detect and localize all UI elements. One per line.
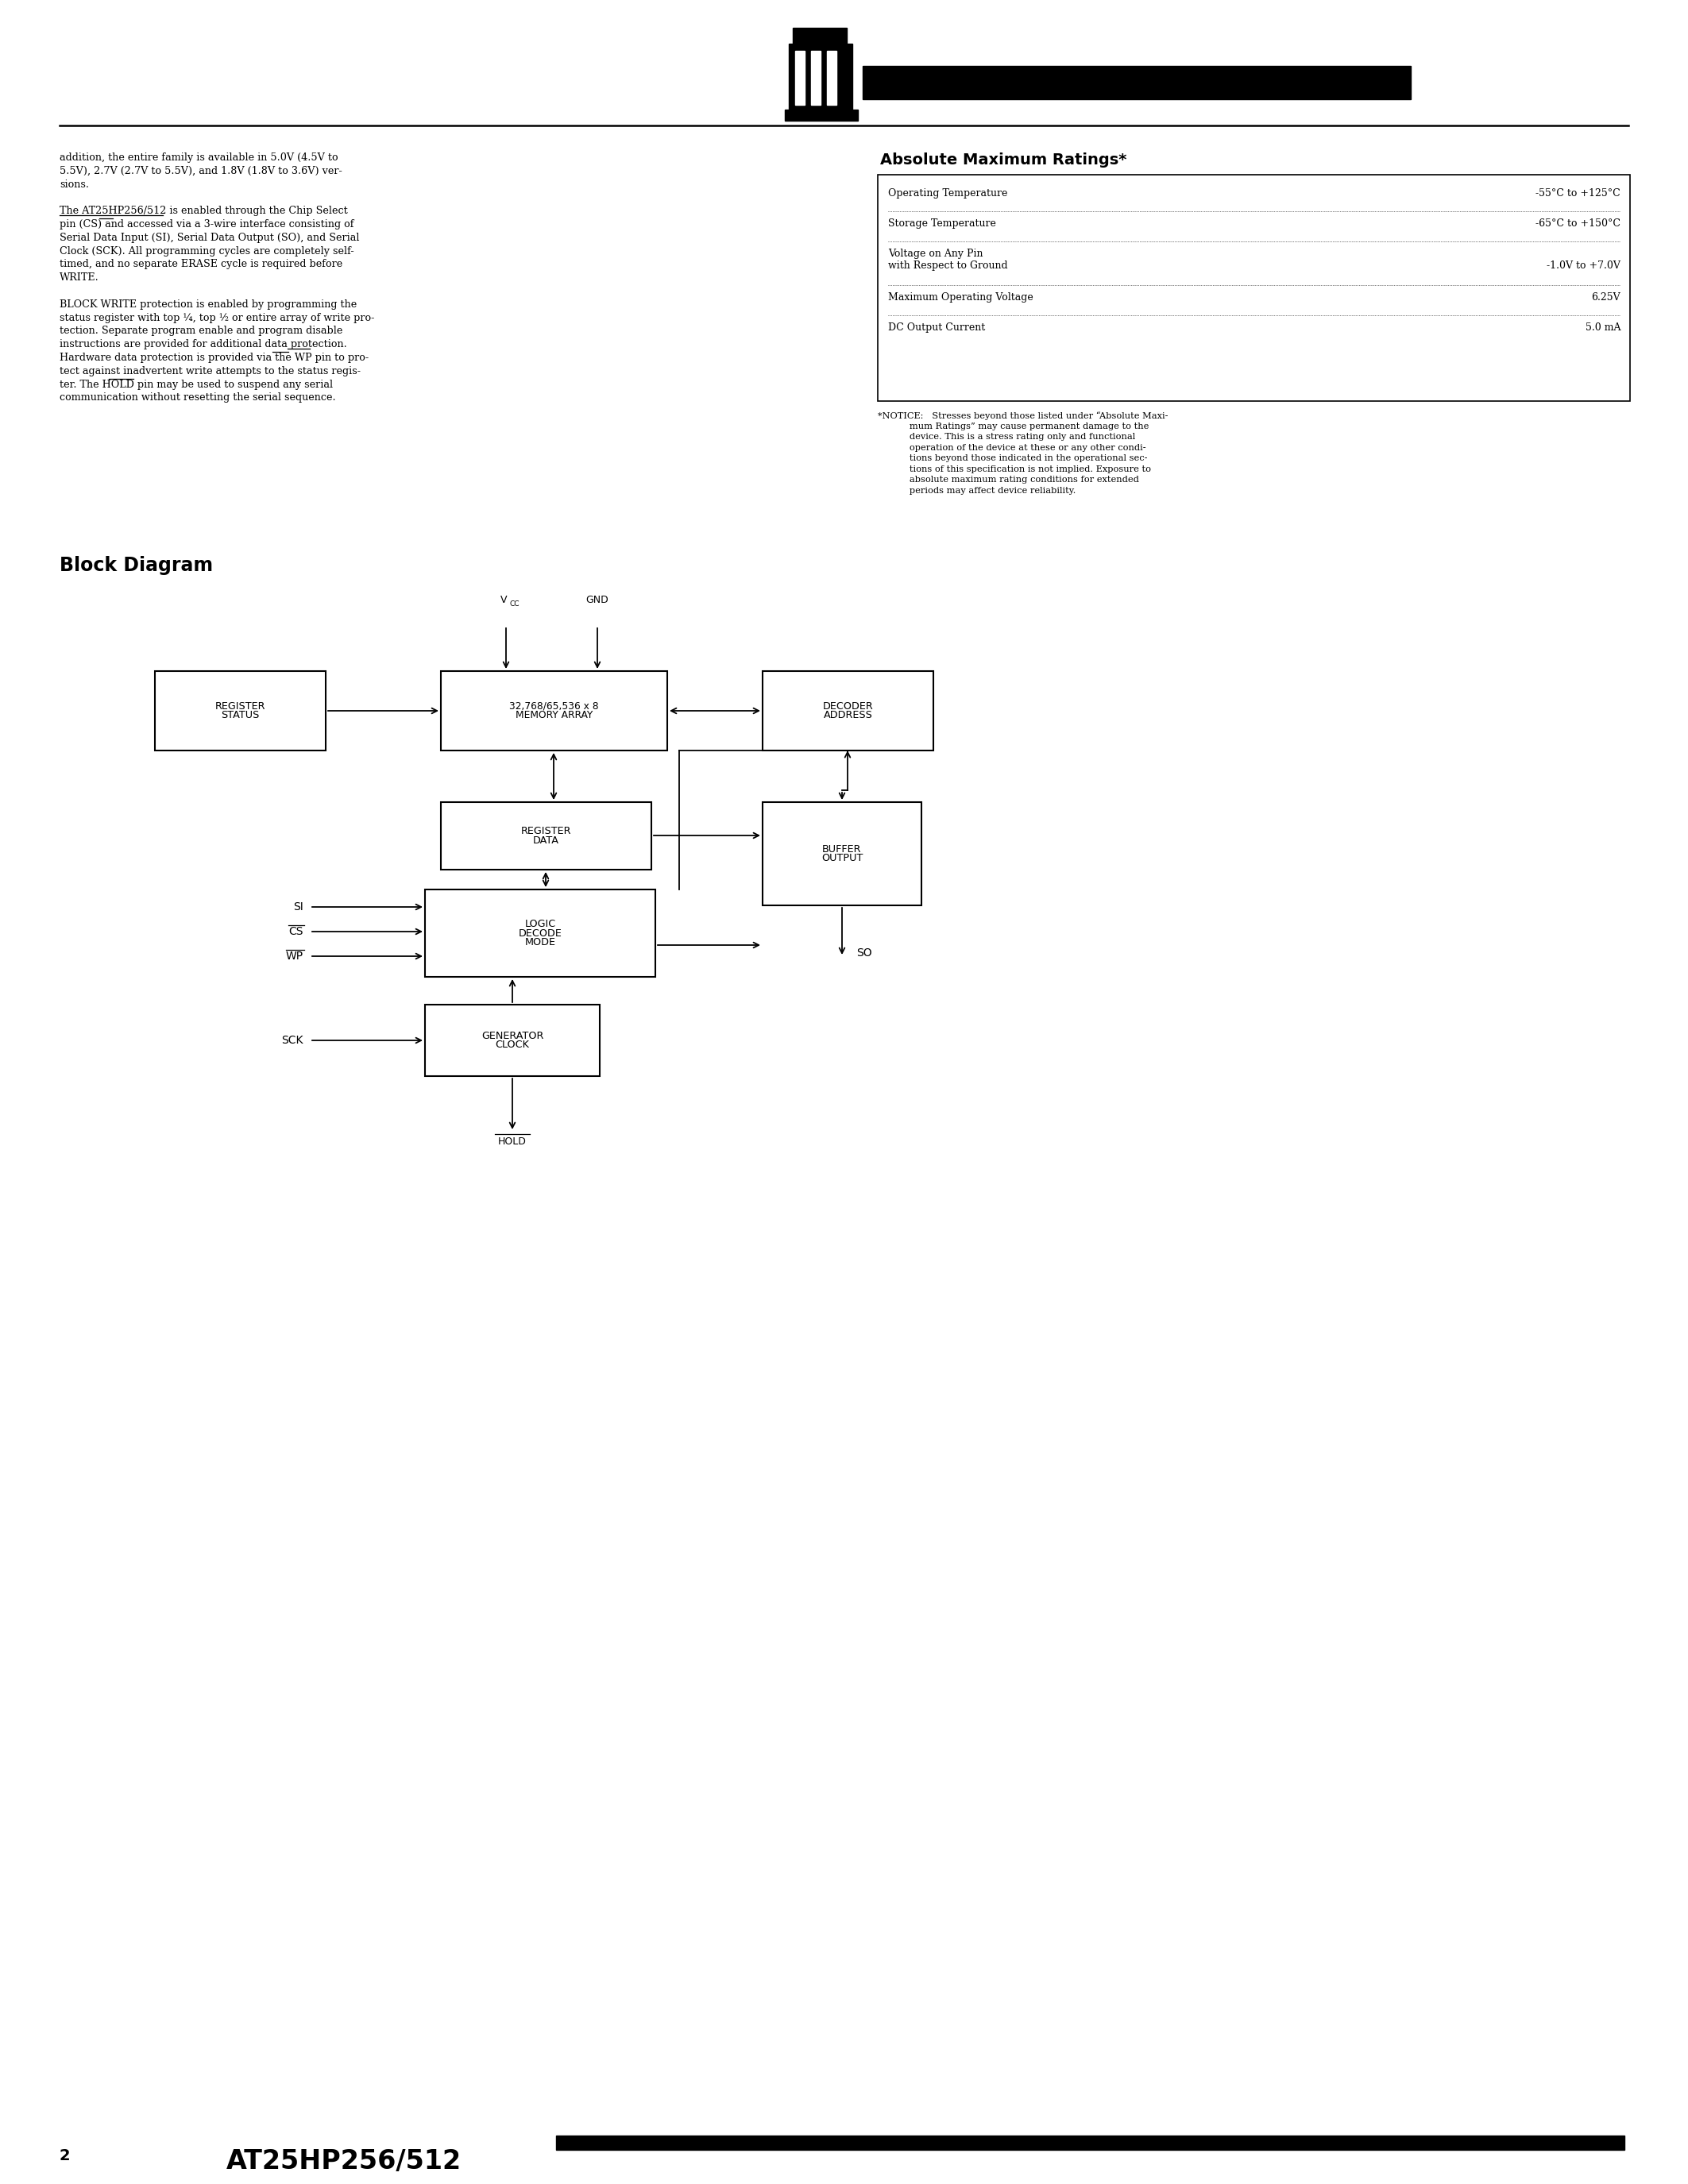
Text: DECODER: DECODER — [822, 701, 873, 712]
Text: GENERATOR: GENERATOR — [481, 1031, 544, 1042]
Bar — [763, 802, 922, 906]
Text: -1.0V to +7.0V: -1.0V to +7.0V — [1546, 260, 1620, 271]
Text: absolute maximum rating conditions for extended: absolute maximum rating conditions for e… — [878, 476, 1139, 483]
Bar — [441, 802, 652, 869]
Text: *NOTICE:   Stresses beyond those listed under “Absolute Maxi-: *NOTICE: Stresses beyond those listed un… — [878, 411, 1168, 419]
Text: DC Output Current: DC Output Current — [888, 323, 986, 332]
Text: tions beyond those indicated in the operational sec-: tions beyond those indicated in the oper… — [878, 454, 1148, 463]
Text: pin (CS) and accessed via a 3-wire interface consisting of: pin (CS) and accessed via a 3-wire inter… — [59, 218, 354, 229]
Text: DATA: DATA — [533, 834, 559, 845]
Bar — [785, 109, 858, 120]
Text: 2: 2 — [59, 2149, 71, 2164]
Text: Operating Temperature: Operating Temperature — [888, 188, 1008, 199]
Text: 5.5V), 2.7V (2.7V to 5.5V), and 1.8V (1.8V to 3.6V) ver-: 5.5V), 2.7V (2.7V to 5.5V), and 1.8V (1.… — [59, 166, 343, 177]
Text: STATUS: STATUS — [221, 710, 260, 721]
Text: tect against inadvertent write attempts to the status regis-: tect against inadvertent write attempts … — [59, 367, 361, 376]
Bar — [425, 889, 655, 976]
Text: 5.0 mA: 5.0 mA — [1585, 323, 1620, 332]
Text: periods may affect device reliability.: periods may affect device reliability. — [878, 487, 1075, 494]
Bar — [555, 2136, 1624, 2149]
Bar — [763, 670, 933, 751]
Text: tection. Separate program enable and program disable: tection. Separate program enable and pro… — [59, 325, 343, 336]
Bar — [810, 50, 820, 105]
Text: Clock (SCK). All programming cycles are completely self-: Clock (SCK). All programming cycles are … — [59, 247, 354, 256]
Text: Voltage on Any Pin: Voltage on Any Pin — [888, 249, 982, 260]
Text: -65°C to +150°C: -65°C to +150°C — [1536, 218, 1620, 229]
Text: 6.25V: 6.25V — [1592, 293, 1620, 304]
Text: addition, the entire family is available in 5.0V (4.5V to: addition, the entire family is available… — [59, 153, 338, 164]
Text: with Respect to Ground: with Respect to Ground — [888, 260, 1008, 271]
Text: DECODE: DECODE — [518, 928, 562, 939]
Text: device. This is a stress rating only and functional: device. This is a stress rating only and… — [878, 432, 1136, 441]
Text: BUFFER: BUFFER — [822, 843, 861, 854]
Text: WP: WP — [285, 950, 304, 961]
Text: CC: CC — [510, 601, 520, 607]
Text: GND: GND — [586, 594, 609, 605]
Bar — [863, 66, 1411, 98]
Text: Serial Data Input (SI), Serial Data Output (SO), and Serial: Serial Data Input (SI), Serial Data Outp… — [59, 232, 360, 242]
Text: SCK: SCK — [282, 1035, 304, 1046]
Text: operation of the device at these or any other condi-: operation of the device at these or any … — [878, 443, 1146, 452]
Text: ADDRESS: ADDRESS — [824, 710, 873, 721]
Text: instructions are provided for additional data protection.: instructions are provided for additional… — [59, 339, 348, 349]
Bar — [795, 50, 805, 105]
Text: sions.: sions. — [59, 179, 89, 190]
Text: 32,768/65,536 x 8: 32,768/65,536 x 8 — [510, 701, 599, 712]
Text: MEMORY ARRAY: MEMORY ARRAY — [515, 710, 592, 721]
Text: Storage Temperature: Storage Temperature — [888, 218, 996, 229]
Text: MODE: MODE — [525, 937, 555, 948]
Text: HOLD: HOLD — [498, 1136, 527, 1147]
Text: V: V — [500, 594, 506, 605]
Text: timed, and no separate ERASE cycle is required before: timed, and no separate ERASE cycle is re… — [59, 260, 343, 269]
Text: CLOCK: CLOCK — [495, 1040, 530, 1051]
Text: tions of this specification is not implied. Exposure to: tions of this specification is not impli… — [878, 465, 1151, 474]
Bar — [878, 175, 1631, 402]
Text: Hardware data protection is provided via the WP pin to pro-: Hardware data protection is provided via… — [59, 352, 368, 363]
Text: BLOCK WRITE protection is enabled by programming the: BLOCK WRITE protection is enabled by pro… — [59, 299, 356, 310]
Text: ter. The HOLD pin may be used to suspend any serial: ter. The HOLD pin may be used to suspend… — [59, 380, 333, 389]
Text: Absolute Maximum Ratings*: Absolute Maximum Ratings* — [879, 153, 1126, 168]
Text: AT25HP256/512: AT25HP256/512 — [226, 2149, 461, 2175]
Text: status register with top ¼, top ½ or entire array of write pro-: status register with top ¼, top ½ or ent… — [59, 312, 375, 323]
Text: Maximum Operating Voltage: Maximum Operating Voltage — [888, 293, 1033, 304]
Text: -55°C to +125°C: -55°C to +125°C — [1536, 188, 1620, 199]
Text: OUTPUT: OUTPUT — [820, 854, 863, 863]
Text: LOGIC: LOGIC — [525, 919, 555, 928]
Bar — [788, 44, 852, 111]
Text: REGISTER: REGISTER — [214, 701, 265, 712]
Text: Block Diagram: Block Diagram — [59, 557, 213, 574]
Text: SO: SO — [856, 948, 873, 959]
Bar — [155, 670, 326, 751]
Bar — [793, 28, 847, 44]
Text: CS: CS — [289, 926, 304, 937]
Bar — [441, 670, 667, 751]
Text: communication without resetting the serial sequence.: communication without resetting the seri… — [59, 393, 336, 404]
Text: WRITE.: WRITE. — [59, 273, 100, 284]
Bar — [827, 50, 837, 105]
Text: SI: SI — [294, 902, 304, 913]
Text: The AT25HP256/512 is enabled through the Chip Select: The AT25HP256/512 is enabled through the… — [59, 205, 348, 216]
Bar — [425, 1005, 599, 1077]
Text: mum Ratings” may cause permanent damage to the: mum Ratings” may cause permanent damage … — [878, 422, 1150, 430]
Text: REGISTER: REGISTER — [522, 826, 571, 836]
